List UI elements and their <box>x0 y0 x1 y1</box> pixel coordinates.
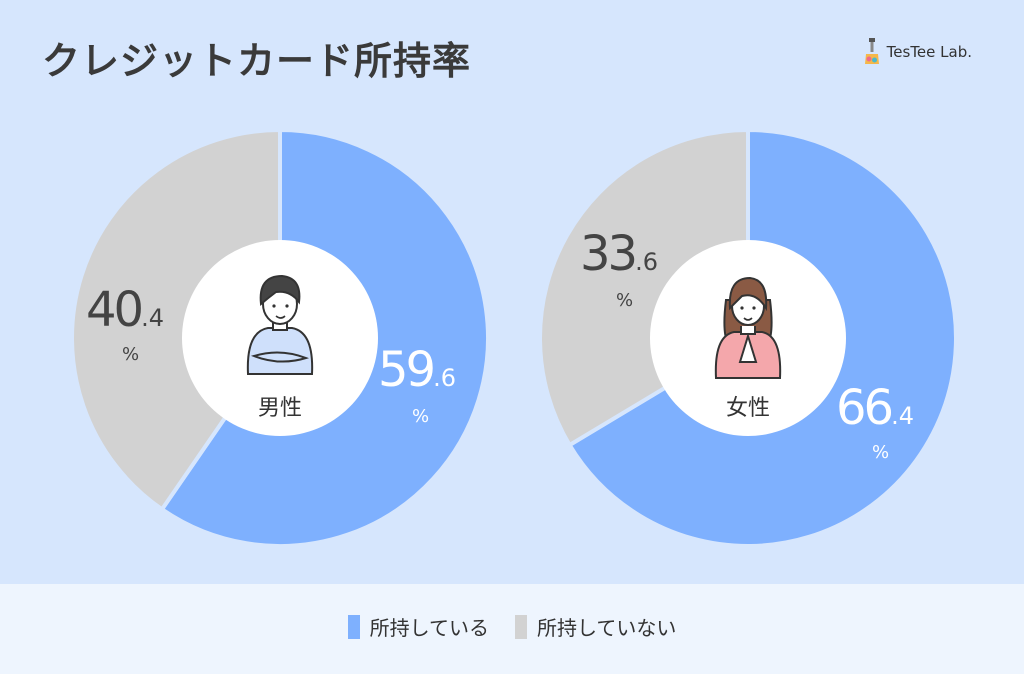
legend-area <box>0 584 1024 674</box>
legend-item-not-own: 所持していない <box>515 612 676 641</box>
legend-swatch-own <box>347 614 360 639</box>
value-label-female-own: 66.4 <box>836 380 914 436</box>
unit-label-male-not-own: % <box>122 344 140 365</box>
legend-label-not-own: 所持していない <box>537 616 677 640</box>
center-label-female: 女性 <box>725 396 770 421</box>
unit-label-male-own: % <box>412 406 430 427</box>
legend: 所持している 所持していない <box>0 612 1024 641</box>
legend-label-own: 所持している <box>369 616 489 640</box>
brand-logo: TesTee Lab. <box>863 38 972 66</box>
unit-label-female-not-own: % <box>616 290 634 311</box>
chart-title: クレジットカード所持率 <box>42 39 472 83</box>
testee-logo-icon <box>864 38 879 64</box>
value-label-male-own: 59.6 <box>378 342 456 398</box>
value-label-female-not-own: 33.6 <box>580 226 658 282</box>
brand-name: TesTee Lab. <box>886 43 972 61</box>
donut-charts <box>70 127 956 548</box>
male-avatar-icon <box>246 274 314 375</box>
legend-swatch-not-own <box>515 614 527 639</box>
pie-slice-not-own <box>70 127 282 513</box>
legend-item-own: 所持している <box>347 612 489 641</box>
unit-label-female-own: % <box>872 442 890 463</box>
pie-chart-male <box>70 127 490 548</box>
center-label-male: 男性 <box>257 396 302 421</box>
value-label-male-not-own: 40.4 <box>86 282 164 338</box>
female-avatar-icon <box>714 276 782 379</box>
